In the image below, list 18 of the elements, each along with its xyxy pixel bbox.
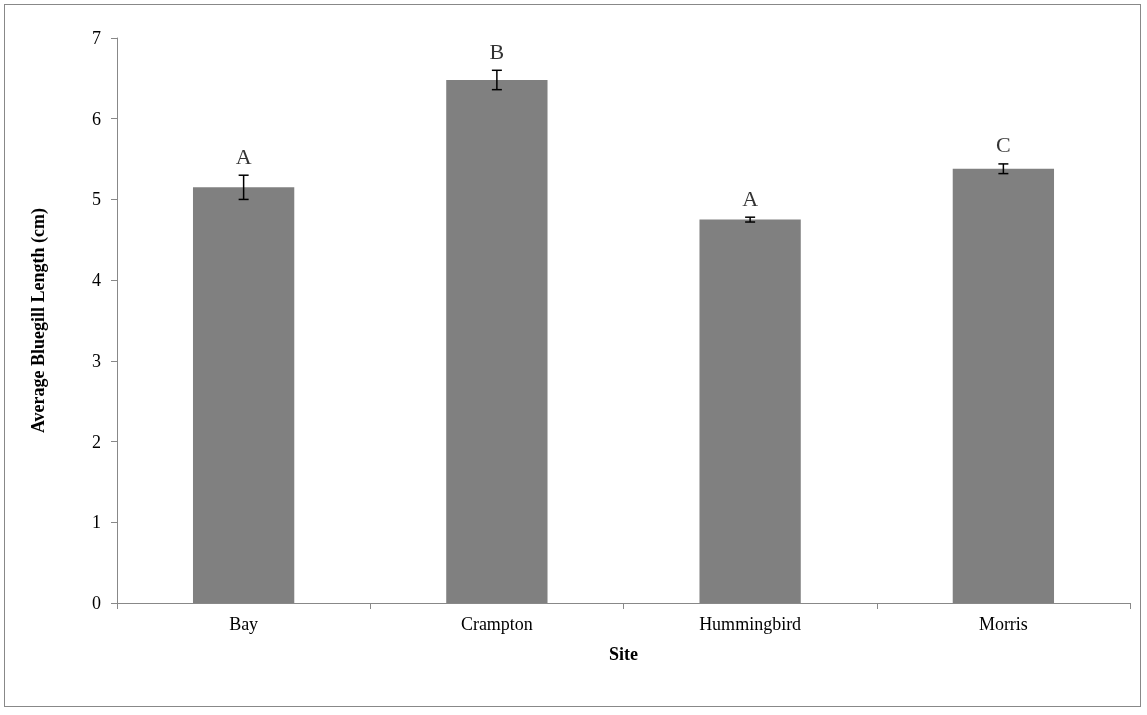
annotation: C [996, 132, 1011, 158]
y-tick-label: 1 [92, 512, 101, 533]
x-axis-title: Site [609, 644, 639, 664]
y-axis-title: Average Bluegill Length (cm) [28, 207, 49, 434]
y-tick-label: 5 [92, 189, 101, 210]
y-tick-label: 7 [92, 28, 101, 48]
y-tick-label: 0 [92, 593, 101, 613]
y-tick-label: 6 [92, 108, 101, 129]
annotation: A [235, 143, 252, 169]
x-tick-label: Hummingbird [699, 614, 802, 634]
x-tick-label: Bay [229, 614, 259, 634]
x-tick-label: Crampton [460, 614, 533, 634]
y-tick-label: 4 [92, 270, 101, 291]
x-tick-label: Morris [978, 614, 1028, 634]
annotation: B [489, 38, 505, 64]
y-tick-label: 2 [92, 431, 101, 452]
annotation: A [742, 185, 759, 211]
y-tick-label: 3 [92, 350, 101, 371]
